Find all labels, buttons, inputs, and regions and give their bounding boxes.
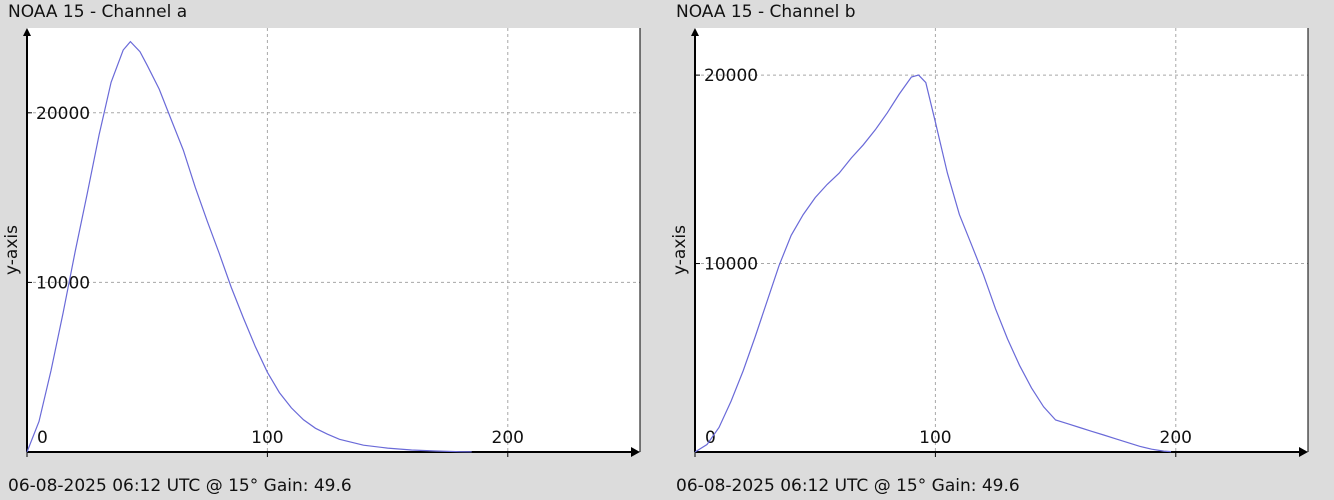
plot-area-b [695,28,1308,452]
chart-title-channel-b: NOAA 15 - Channel b [676,2,856,22]
footer-info-channel-b: 06-08-2025 06:12 UTC @ 15° Gain: 49.6 [676,476,1020,496]
y-tick-label-a: 10000 [36,273,90,293]
y-axis-arrow-a [23,28,31,36]
y-tick-label-b: 10000 [704,255,758,275]
x-tick-label-b: 100 [919,428,951,448]
y-axis-label-b: y-axis [670,225,690,275]
chart-title-channel-a: NOAA 15 - Channel a [8,2,188,22]
x-tick-label-a: 100 [251,428,283,448]
x-axis-arrow-a [631,447,640,457]
footer-info-channel-a: 06-08-2025 06:12 UTC @ 15° Gain: 49.6 [8,476,352,496]
x-tick-label-b: 200 [1160,428,1192,448]
x-tick-label-a: 0 [37,428,48,448]
plot-area-a [27,28,640,452]
series-line-b [694,74,1172,453]
y-tick-label-b: 20000 [704,66,758,86]
x-tick-label-b: 0 [705,428,716,448]
y-tick-label-a: 20000 [36,104,90,124]
series-line-a [26,40,472,453]
y-axis-arrow-b [691,28,699,36]
y-axis-label-a: y-axis [2,225,22,275]
x-axis-arrow-b [1299,447,1308,457]
x-tick-label-a: 200 [492,428,524,448]
